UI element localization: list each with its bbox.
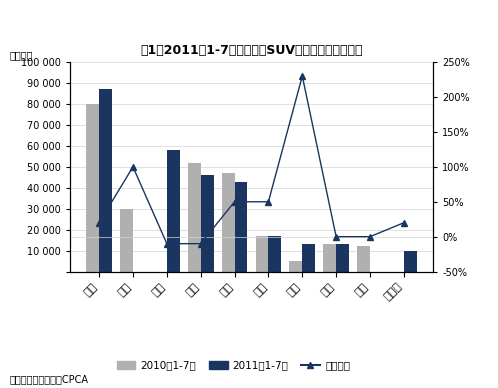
同比增长 xyxy=(299,74,305,78)
同比增长 xyxy=(96,220,102,225)
Bar xyxy=(120,209,133,272)
同比增长 xyxy=(367,234,373,239)
Legend: 2010年1-7月, 2011年1-7月, 同比增长: 2010年1-7月, 2011年1-7月, 同比增长 xyxy=(113,357,354,375)
Text: 来源：盖世汽车网，CPCA: 来源：盖世汽车网，CPCA xyxy=(10,374,89,384)
Bar xyxy=(99,89,112,272)
Text: 单位：辆: 单位：辆 xyxy=(10,50,33,61)
Bar xyxy=(255,236,268,272)
同比增长 xyxy=(265,199,271,204)
Line: 同比增长: 同比增长 xyxy=(96,73,407,247)
同比增长 xyxy=(333,234,339,239)
Bar xyxy=(336,244,349,272)
同比增长 xyxy=(232,199,238,204)
Bar xyxy=(289,261,302,272)
Bar xyxy=(201,175,214,272)
Bar xyxy=(167,150,180,272)
Bar xyxy=(268,236,281,272)
Bar xyxy=(404,251,417,272)
Bar xyxy=(235,182,248,272)
Title: 图1：2011年1-7月自主品牌SUV销量前十（分品牌）: 图1：2011年1-7月自主品牌SUV销量前十（分品牌） xyxy=(140,44,363,57)
Bar xyxy=(86,104,99,272)
同比增长 xyxy=(401,220,407,225)
Bar xyxy=(357,246,370,272)
Bar xyxy=(188,163,201,272)
Bar xyxy=(222,173,235,272)
同比增长 xyxy=(198,241,204,246)
同比增长 xyxy=(164,241,170,246)
同比增长 xyxy=(130,165,136,169)
Bar xyxy=(323,244,336,272)
Bar xyxy=(302,244,315,272)
